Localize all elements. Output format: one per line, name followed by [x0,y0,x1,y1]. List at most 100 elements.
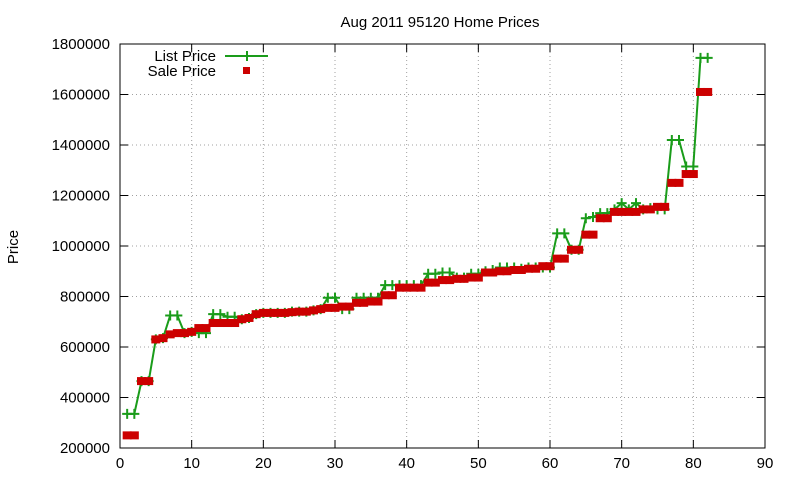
x-tick-label: 80 [685,455,702,472]
data-point-sale-price [681,170,691,179]
data-point-sale-price [638,205,648,214]
data-point-sale-price [337,302,347,311]
x-tick-label: 90 [757,455,774,472]
data-point-sale-price [180,329,189,338]
data-point-list-price [215,309,226,320]
x-tick-label: 30 [327,455,344,472]
legend-marker-sale-price [243,67,250,74]
data-point-sale-price [617,207,627,216]
data-point-sale-price [473,273,483,282]
data-point-sale-price [330,303,340,312]
data-point-sale-price [352,298,361,307]
data-point-sale-price [459,274,469,283]
data-point-sale-price [445,276,455,285]
data-point-sale-price [402,283,412,292]
data-point-sale-price [165,330,175,339]
y-axis-label: Price [5,230,22,264]
data-point-sale-price [294,307,304,316]
data-point-sale-price [122,431,132,440]
data-point-sale-price [187,327,197,336]
data-point-sale-price [502,267,512,276]
data-point-sale-price [366,297,376,306]
data-point-sale-price [244,313,254,322]
data-point-sale-price [430,278,440,287]
data-point-list-price [129,408,140,419]
data-point-list-price [444,267,455,278]
data-point-sale-price [574,245,584,254]
legend-marker-list-price [242,51,252,61]
data-point-sale-price [387,291,397,300]
data-point-sale-price [380,291,390,300]
data-point-sale-price [610,207,619,216]
data-point-list-price [172,310,183,321]
data-point-sale-price [481,268,490,277]
data-point-sale-price [266,308,275,317]
x-tick-label: 0 [116,455,124,472]
data-point-sale-price [280,308,290,317]
chart-title: Aug 2011 95120 Home Prices [340,14,539,31]
y-tick-label: 200000 [60,440,110,457]
data-point-sale-price [316,305,326,314]
data-point-sale-price [287,308,297,317]
data-point-sale-price [595,214,605,223]
data-point-sale-price [201,324,211,333]
data-point-sale-price [438,276,447,285]
data-point-sale-price [516,265,526,274]
y-tick-label: 1800000 [52,36,110,53]
data-point-sale-price [273,308,283,317]
series-sale-price [122,87,713,440]
data-point-sale-price [395,283,404,292]
data-point-sale-price [645,205,655,214]
data-point-sale-price [151,335,161,344]
data-point-sale-price [258,308,268,317]
data-point-sale-price [588,230,598,239]
data-point-list-price [616,198,627,209]
x-tick-label: 50 [470,455,487,472]
data-point-sale-price [688,170,698,179]
data-point-sale-price [416,283,426,292]
data-point-sale-price [359,298,369,307]
data-point-sale-price [194,324,204,333]
data-point-list-price [702,52,713,63]
data-point-sale-price [488,268,498,277]
ticks-layer: 200000 400000 600000 800000 1000000 1200000 14… [52,36,774,472]
legend-label-list-price: List Price [154,48,216,65]
data-point-sale-price [137,377,146,386]
data-point-sale-price [667,178,677,187]
grid-layer [120,44,765,448]
data-point-list-price [559,228,570,239]
data-point-list-price [631,198,641,209]
x-tick-label: 40 [398,455,415,472]
legend: List Price Sale Price [148,48,268,80]
data-point-sale-price [524,264,533,273]
data-point-sale-price [631,207,641,216]
data-point-sale-price [531,264,541,273]
data-point-list-price [580,213,591,224]
data-point-sale-price [602,214,612,223]
data-point-sale-price [509,265,519,274]
data-point-list-price [430,268,441,279]
y-tick-label: 600000 [60,339,110,356]
data-point-sale-price [581,230,591,239]
x-tick-label: 70 [613,455,630,472]
y-tick-label: 1000000 [52,238,110,255]
data-point-sale-price [660,202,670,211]
data-point-sale-price [674,178,684,187]
data-point-sale-price [144,377,154,386]
data-point-sale-price [653,202,662,211]
data-point-list-price [330,292,340,303]
legend-label-sale-price: Sale Price [148,63,216,80]
y-tick-label: 400000 [60,390,110,407]
data-point-sale-price [409,283,419,292]
data-point-sale-price [323,303,333,312]
data-point-sale-price [344,302,354,311]
x-tick-label: 10 [183,455,200,472]
data-point-sale-price [251,310,261,319]
data-point-list-price [674,134,684,145]
data-point-list-price [688,161,699,172]
data-point-sale-price [559,254,569,263]
data-point-sale-price [538,262,548,271]
y-tick-label: 800000 [60,289,110,306]
